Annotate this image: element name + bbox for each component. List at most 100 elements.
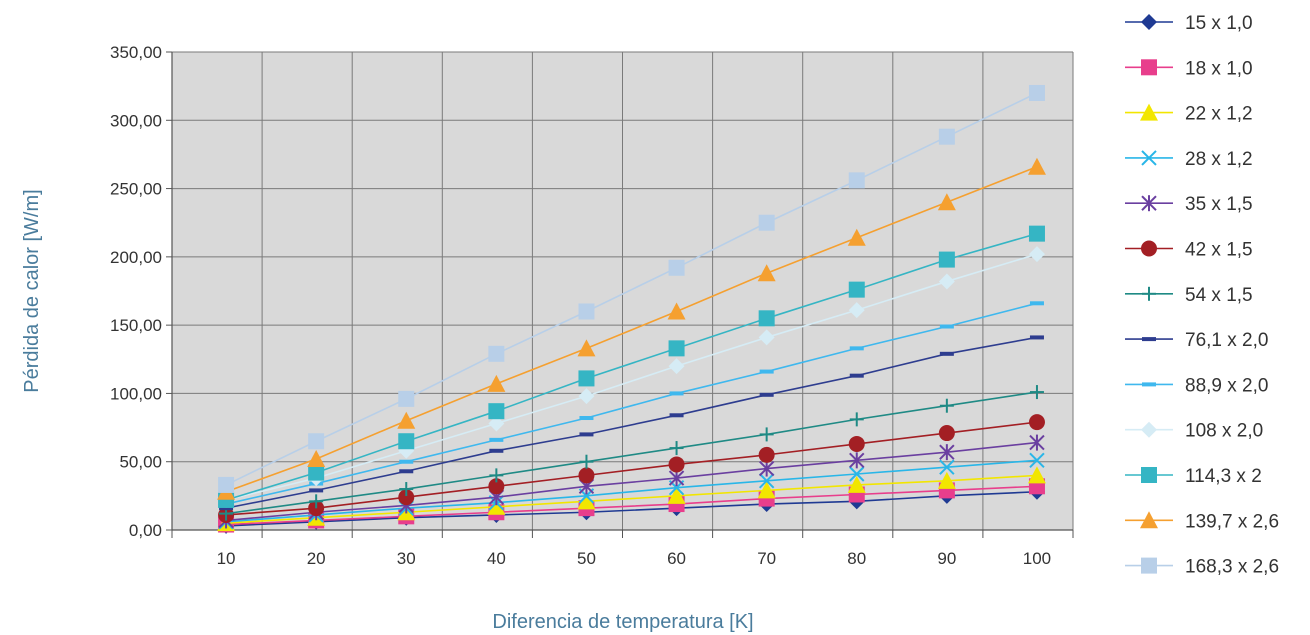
legend-swatch-marker <box>1142 337 1156 342</box>
series-line <box>226 474 1038 524</box>
data-point <box>849 346 864 351</box>
data-point <box>758 214 775 231</box>
data-point <box>939 351 954 356</box>
data-point <box>219 506 234 511</box>
data-point <box>309 494 324 509</box>
data-point <box>849 452 865 469</box>
data-point <box>758 473 775 489</box>
data-point <box>669 413 684 418</box>
legend-label: 168,3 x 2,6 <box>1185 557 1279 578</box>
legend-swatch-marker <box>1141 59 1157 76</box>
legend-item: 76,1 x 2,0 <box>1125 330 1268 351</box>
data-point <box>669 441 684 456</box>
series-line <box>226 485 1037 526</box>
series-7 <box>219 335 1044 511</box>
data-point <box>938 425 955 442</box>
data-point <box>579 432 594 437</box>
x-axis-ticks: 10 20 30 40 50 60 70 80 90 100 <box>217 549 1052 568</box>
legend-label: 114,3 x 2 <box>1185 466 1262 487</box>
legend-swatch-marker <box>1141 195 1157 212</box>
data-point <box>848 172 865 189</box>
data-point <box>667 302 686 320</box>
data-point <box>577 492 596 510</box>
y-tick-label: 100,00 <box>110 384 162 403</box>
data-point <box>489 448 504 453</box>
legend-label: 108 x 2,0 <box>1185 421 1263 442</box>
series-line <box>225 336 1038 509</box>
data-point <box>488 345 505 362</box>
legend: 15 x 1,0 18 x 1,0 22 x 1,2 28 x 1,2 35 x 1,5… <box>1125 13 1279 578</box>
series-line <box>225 302 1038 505</box>
data-point <box>487 374 506 392</box>
x-tick-label: 20 <box>307 549 326 568</box>
legend-label: 15 x 1,0 <box>1185 13 1253 34</box>
data-point <box>668 259 685 276</box>
legend-item: 15 x 1,0 <box>1125 13 1253 34</box>
series-line <box>225 459 1038 523</box>
data-point <box>398 489 415 506</box>
series-12 <box>218 84 1045 493</box>
legend-swatch-marker <box>1141 467 1157 483</box>
y-tick-label: 150,00 <box>110 316 162 335</box>
data-point <box>399 459 414 464</box>
legend-swatch-marker <box>1142 286 1156 301</box>
data-point <box>849 412 864 427</box>
data-point <box>488 403 505 420</box>
data-point <box>578 370 595 387</box>
series-line <box>225 391 1038 515</box>
legend-item: 54 x 1,5 <box>1125 285 1253 306</box>
x-tick-label: 40 <box>487 549 506 568</box>
legend-item: 114,3 x 2 <box>1125 466 1262 487</box>
y-tick-label: 350,00 <box>110 43 162 62</box>
x-tick-label: 10 <box>217 549 236 568</box>
legend-label: 54 x 1,5 <box>1185 285 1253 306</box>
data-point <box>668 470 685 487</box>
series-11 <box>217 157 1046 500</box>
y-tick-label: 300,00 <box>110 111 162 130</box>
legend-label: 18 x 1,0 <box>1185 58 1253 79</box>
legend-label: 42 x 1,5 <box>1185 240 1253 261</box>
series-line <box>225 253 1038 501</box>
data-point <box>939 459 955 475</box>
data-point <box>487 497 506 515</box>
data-point <box>308 464 325 481</box>
y-axis-ticks: 0,00 50,00 100,00 150,00 200,00 250,00 300,00 3… <box>110 43 162 540</box>
data-point <box>579 454 594 469</box>
data-point <box>399 469 414 474</box>
data-point <box>399 482 414 497</box>
data-point <box>758 460 775 477</box>
data-point <box>1029 335 1044 340</box>
legend-label: 22 x 1,2 <box>1185 104 1253 125</box>
y-axis-title: Pérdida de calor [W/m] <box>21 189 43 392</box>
x-tick-label: 80 <box>847 549 866 568</box>
data-point <box>1029 452 1045 469</box>
data-point <box>488 415 505 432</box>
data-point <box>849 373 864 378</box>
data-point <box>847 475 866 493</box>
x-tick-label: 90 <box>937 549 956 568</box>
legend-swatch-marker <box>1141 421 1157 438</box>
legend-label: 139,7 x 2,6 <box>1185 511 1279 532</box>
data-point <box>309 488 324 493</box>
series-line <box>226 490 1037 527</box>
legend-swatch-marker <box>1142 382 1156 387</box>
y-tick-label: 0,00 <box>129 521 162 540</box>
data-point <box>759 392 774 397</box>
x-tick-label: 70 <box>757 549 776 568</box>
x-axis-title: Diferencia de temperatura [K] <box>492 611 753 633</box>
data-point <box>578 467 595 484</box>
data-point <box>397 411 416 429</box>
data-point <box>848 435 865 452</box>
x-tick-label: 100 <box>1023 549 1051 568</box>
x-tick-label: 50 <box>577 549 596 568</box>
legend-swatch-marker <box>1141 14 1157 30</box>
legend-label: 88,9 x 2,0 <box>1185 375 1268 396</box>
data-point <box>1027 157 1046 175</box>
data-point <box>1029 301 1044 306</box>
series-line <box>225 441 1038 522</box>
data-point <box>937 471 956 489</box>
legend-item: 42 x 1,5 <box>1125 240 1253 261</box>
axes <box>166 51 1074 538</box>
legend-swatch-marker <box>1140 511 1158 529</box>
